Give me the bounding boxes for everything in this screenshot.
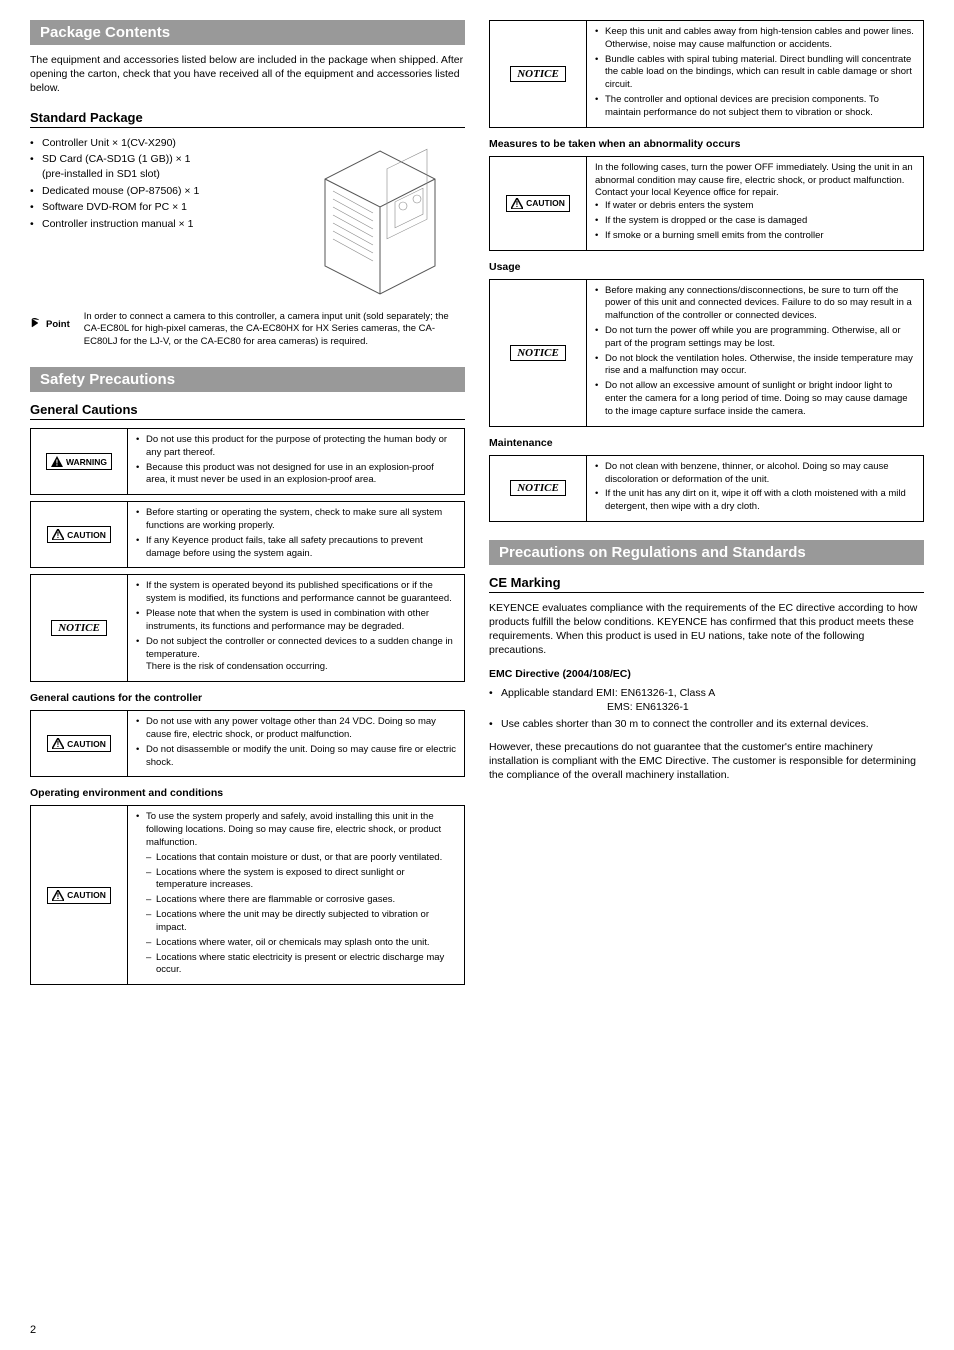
list-item: To use the system properly and safely, a… [136,811,456,977]
standard-package-list: Controller Unit × 1(CV-X290) SD Card (CA… [30,136,290,232]
list-item: Controller Unit × 1(CV-X290) [30,136,290,151]
svg-text:!: ! [57,892,60,901]
caution-box: ! CAUTION Do not use with any power volt… [30,710,465,777]
list-item: Software DVD-ROM for PC × 1 [30,200,290,215]
emc-header: EMC Directive (2004/108/EC) [489,668,924,680]
emc-list: Applicable standard EMI: EN61326-1, Clas… [489,686,924,732]
safety-header: Safety Precautions [30,367,465,392]
warning-label: ! WARNING [46,453,112,470]
list-item: If the system is operated beyond its pub… [136,580,456,606]
notice-label: NOTICE [510,345,566,361]
package-intro: The equipment and accessories listed bel… [30,53,465,96]
list-item: If the system is dropped or the case is … [595,215,915,228]
package-contents-header: Package Contents [30,20,465,45]
notice-box: NOTICE If the system is operated beyond … [30,574,465,682]
notice-box: NOTICE Do not clean with benzene, thinne… [489,455,924,522]
list-item: Locations where the unit may be directly… [146,909,456,935]
operating-env-header: Operating environment and conditions [30,787,465,799]
caution-label: ! CAUTION [47,735,111,752]
caution-icon: ! [52,738,64,749]
caution-icon: ! [511,198,523,209]
list-item: Applicable standard EMI: EN61326-1, Clas… [489,686,924,715]
list-item: Use cables shorter than 30 m to connect … [489,717,924,732]
svg-text:!: ! [57,740,60,749]
list-item: Locations that contain moisture or dust,… [146,852,456,865]
standard-package-header: Standard Package [30,110,465,128]
list-item: Locations where there are flammable or c… [146,894,456,907]
notice-box: NOTICE Keep this unit and cables away fr… [489,20,924,128]
ce-marking-header: CE Marking [489,575,924,593]
general-cautions-header: General Cautions [30,402,465,420]
list-item: Before making any connections/disconnect… [595,285,915,323]
warning-icon: ! [51,456,63,467]
caution-icon: ! [52,529,64,540]
caution-icon: ! [52,890,64,901]
list-item: SD Card (CA-SD1G (1 GB)) × 1 (pre-instal… [30,152,290,181]
page-number: 2 [30,1324,36,1336]
maintenance-header: Maintenance [489,437,924,449]
ce-outro: However, these precautions do not guaran… [489,740,924,783]
caution-label: ! CAUTION [506,195,570,212]
point-callout: Point In order to connect a camera to th… [30,311,465,349]
list-item: Dedicated mouse (OP-87506) × 1 [30,184,290,199]
list-item: Locations where the system is exposed to… [146,867,456,893]
list-item: Controller instruction manual × 1 [30,217,290,232]
list-item: Do not use with any power voltage other … [136,716,456,742]
caution-box: ! CAUTION Before starting or operating t… [30,501,465,568]
list-item: If smoke or a burning smell emits from t… [595,230,915,243]
warning-box: ! WARNING Do not use this product for th… [30,428,465,495]
list-item: Do not allow an excessive amount of sunl… [595,380,915,418]
list-item: If water or debris enters the system [595,200,915,213]
list-item: If any Keyence product fails, take all s… [136,535,456,561]
regulations-header: Precautions on Regulations and Standards [489,540,924,565]
notice-box: NOTICE Before making any connections/dis… [489,279,924,427]
list-item: Do not disassemble or modify the unit. D… [136,744,456,770]
point-label: Point [30,311,70,330]
list-item: Bundle cables with spiral tubing materia… [595,54,915,92]
list-item: Do not clean with benzene, thinner, or a… [595,461,915,487]
list-item: Do not block the ventilation holes. Othe… [595,353,915,379]
list-item: Please note that when the system is used… [136,608,456,634]
controller-illustration [300,136,465,301]
caution-label: ! CAUTION [47,526,111,543]
list-item: Before starting or operating the system,… [136,507,456,533]
list-item: If the unit has any dirt on it, wipe it … [595,488,915,514]
list-item: Do not subject the controller or connect… [136,636,456,674]
usage-header: Usage [489,261,924,273]
list-item: Do not use this product for the purpose … [136,434,456,460]
list-item: Locations where water, oil or chemicals … [146,937,456,950]
abnormality-header: Measures to be taken when an abnormality… [489,138,924,150]
list-item: The controller and optional devices are … [595,94,915,120]
controller-cautions-header: General cautions for the controller [30,692,465,704]
caution-lead: In the following cases, turn the power O… [595,162,915,200]
svg-text:!: ! [56,459,59,468]
list-item: Keep this unit and cables away from high… [595,26,915,52]
caution-box: ! CAUTION To use the system properly and… [30,805,465,985]
ce-intro: KEYENCE evaluates compliance with the re… [489,601,924,658]
caution-label: ! CAUTION [47,887,111,904]
list-item: Do not turn the power off while you are … [595,325,915,351]
notice-label: NOTICE [510,480,566,496]
caution-box: ! CAUTION In the following cases, turn t… [489,156,924,251]
list-item: Locations where static electricity is pr… [146,952,456,978]
svg-text:!: ! [516,200,519,209]
notice-label: NOTICE [510,66,566,82]
notice-label: NOTICE [51,620,107,636]
list-item: Because this product was not designed fo… [136,462,456,488]
point-text: In order to connect a camera to this con… [84,311,465,349]
svg-text:!: ! [57,531,60,540]
